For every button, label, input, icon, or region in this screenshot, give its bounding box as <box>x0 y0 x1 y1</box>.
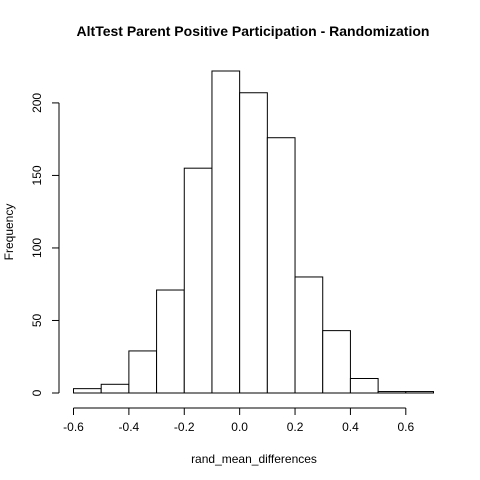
x-tick-label: -0.6 <box>63 420 84 434</box>
histogram-bar <box>156 289 185 394</box>
y-tick-label: 100 <box>30 238 44 258</box>
histogram-bar <box>322 330 351 394</box>
bars-group <box>73 70 434 394</box>
x-tick-label: 0.2 <box>287 420 304 434</box>
histogram-bar <box>377 391 407 394</box>
y-tick-label: 0 <box>30 389 44 396</box>
y-tick-label: 200 <box>30 93 44 113</box>
histogram-bar <box>183 167 213 394</box>
histogram-bar <box>100 383 130 394</box>
x-tick-label: -0.2 <box>174 420 195 434</box>
histogram-bar <box>128 350 158 394</box>
y-tick-label: 150 <box>30 165 44 185</box>
histogram-bar <box>405 391 434 394</box>
histogram-bar <box>73 388 102 394</box>
y-axis-label: Frequency <box>2 204 16 261</box>
x-tick-label: -0.4 <box>119 420 140 434</box>
x-axis: -0.6 -0.4 -0.2 0.0 0.2 0.4 0.6 <box>63 407 414 434</box>
histogram-bar <box>239 92 268 394</box>
x-tick-label: 0.4 <box>342 420 359 434</box>
histogram-bar <box>266 137 296 394</box>
histogram-bar <box>349 377 379 394</box>
x-tick-label: 0.6 <box>397 420 414 434</box>
chart-title: AltTest Parent Positive Participation - … <box>77 23 430 39</box>
x-axis-label: rand_mean_differences <box>191 452 317 466</box>
y-axis: 0 50 100 150 200 <box>30 93 60 396</box>
x-tick-label: 0.0 <box>231 420 248 434</box>
histogram-bar <box>294 276 324 394</box>
histogram-bar <box>211 70 241 394</box>
y-tick-label: 50 <box>30 313 44 327</box>
